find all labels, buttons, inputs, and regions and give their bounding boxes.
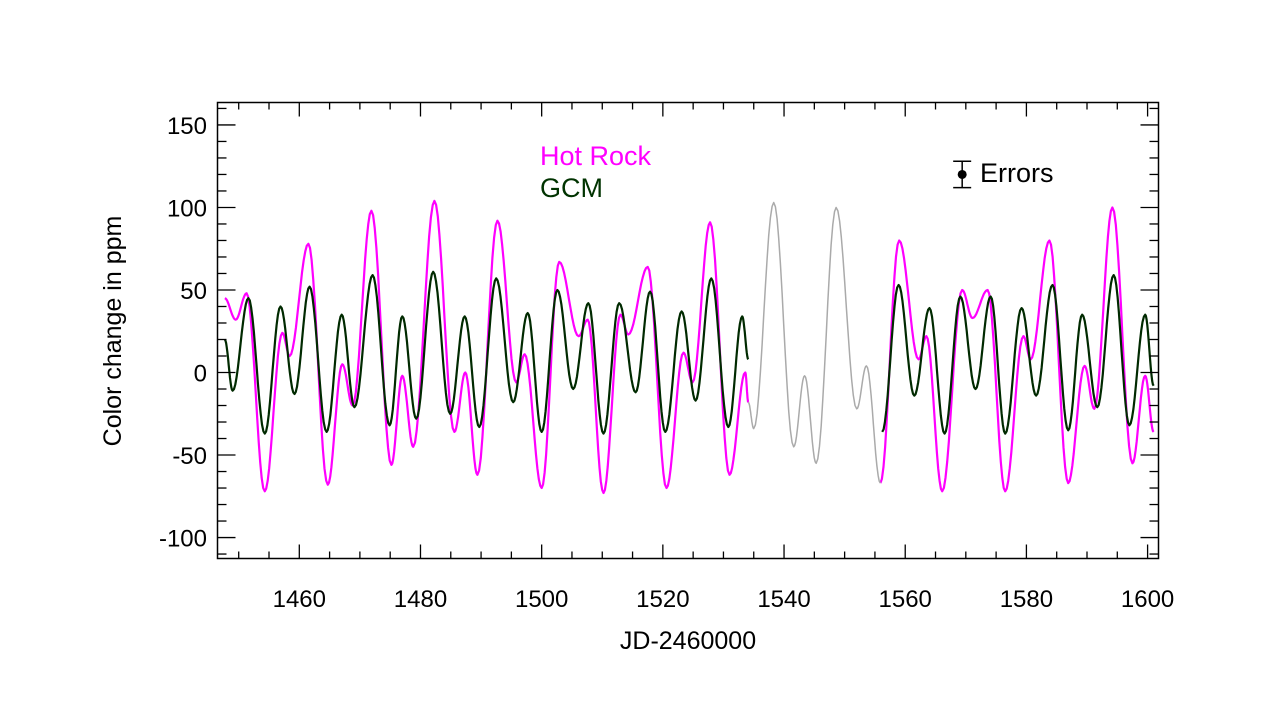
plot-frame [216, 101, 1160, 560]
x-tick-label: 1480 [394, 586, 447, 613]
y-tick-label: 150 [167, 113, 207, 140]
series-line-gap-0 [747, 201, 882, 484]
y-tick-label: 50 [180, 278, 207, 305]
x-tick-label: 1520 [636, 586, 689, 613]
x-tick-label: 1560 [879, 586, 932, 613]
y-tick-labels: 150 100 50 0 -50 -100 [159, 113, 207, 553]
y-tick-label: 0 [194, 361, 207, 388]
series-line-gcm-1 [881, 274, 1155, 435]
error-bar-point [957, 169, 967, 179]
y-tick-label: -50 [172, 443, 207, 470]
legend-hot-rock: Hot Rock [540, 141, 652, 171]
series-line-hot-rock-0 [224, 199, 750, 495]
y-tick-label: 100 [167, 195, 207, 222]
error-bar-label: Errors [980, 158, 1054, 188]
plot-curves [223, 199, 1155, 495]
x-axis-label: JD-2460000 [620, 627, 756, 655]
axes [217, 102, 1159, 559]
x-tick-label: 1540 [757, 586, 810, 613]
x-tick-label: 1460 [273, 586, 326, 613]
x-tick-label: 1600 [1121, 586, 1174, 613]
y-tick-label: -100 [159, 526, 207, 553]
x-tick-label: 1500 [515, 586, 568, 613]
y-axis-label: Color change in ppm [99, 216, 127, 447]
series-line-gcm-0 [223, 270, 750, 435]
series-line-hot-rock-1 [879, 206, 1155, 493]
x-tick-labels: 1460 1480 1500 1520 1540 1560 1580 1600 [273, 586, 1175, 613]
legend-gcm: GCM [540, 173, 603, 203]
x-tick-label: 1580 [1000, 586, 1053, 613]
error-bar-legend [953, 160, 972, 189]
